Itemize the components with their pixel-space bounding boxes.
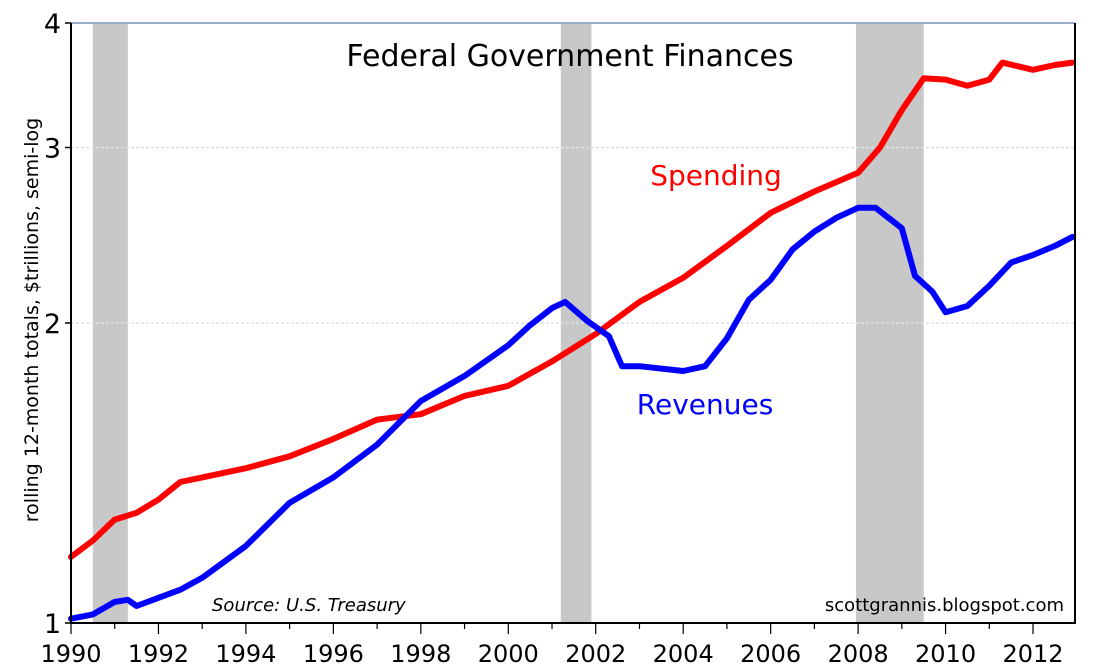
chart-title: Federal Government Finances (346, 39, 793, 74)
x-tick-label: 2010 (915, 640, 976, 668)
series-line-revenues (68, 204, 1076, 622)
series-layer (68, 59, 1076, 622)
series-line-spending (68, 59, 1076, 560)
x-tick-label: 1996 (303, 640, 364, 668)
credit-annotation: scottgrannis.blogspot.com (825, 595, 1064, 616)
x-tick-label: 2006 (740, 640, 801, 668)
y-tick-label: 2 (44, 309, 61, 340)
series-label-revenues: Revenues (637, 388, 774, 421)
source-annotation: Source: U.S. Treasury (212, 595, 406, 616)
x-tick-label: 1994 (215, 640, 276, 668)
y-tick-label: 1 (44, 609, 61, 640)
x-tick-label: 2008 (828, 640, 889, 668)
x-tick-label: 1998 (390, 640, 451, 668)
y-tick-label: 4 (44, 9, 61, 40)
x-tick-label: 2012 (1002, 640, 1063, 668)
x-tick-label: 1990 (40, 640, 101, 668)
x-tick-label: 2000 (478, 640, 539, 668)
axes: 1 2 3 4 1990 1992 1994 1996 1998 2000 2002 2004 2006… (40, 9, 1076, 668)
x-tick-label: 1992 (128, 640, 189, 668)
y-tick-label: 3 (44, 134, 61, 165)
grid-lines (71, 22, 1075, 324)
x-tick-label: 2002 (565, 640, 626, 668)
y-axis-label: rolling 12-month totals, $trillions, sem… (21, 118, 43, 522)
series-label-spending: Spending (650, 159, 782, 192)
labels: Federal Government Finances rolling 12-m… (21, 39, 1064, 616)
x-tick-label: 2004 (653, 640, 714, 668)
